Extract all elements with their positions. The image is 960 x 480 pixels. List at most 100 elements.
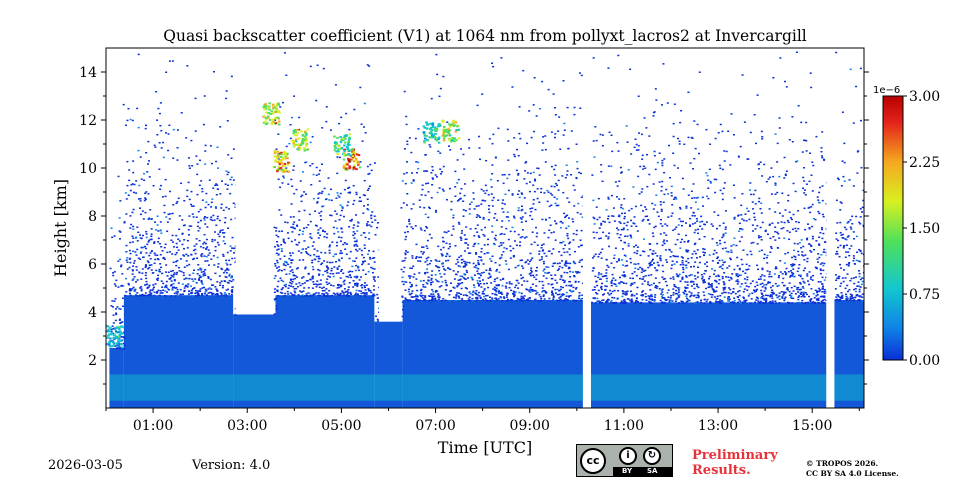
noise-point	[222, 240, 225, 242]
noise-point	[761, 267, 764, 270]
noise-point	[457, 284, 460, 286]
noise-point	[696, 257, 699, 259]
noise-point	[131, 279, 134, 281]
noise-point	[130, 183, 133, 186]
noise-point	[194, 252, 197, 255]
noise-point	[694, 252, 697, 255]
cirrus-point	[431, 122, 435, 125]
noise-point	[225, 259, 228, 262]
noise-point	[822, 215, 825, 218]
noise-point	[717, 274, 720, 277]
noise-point	[234, 314, 237, 316]
noise-point	[672, 122, 675, 125]
cirrus-point	[426, 123, 429, 126]
noise-point	[822, 264, 825, 267]
noise-point	[568, 284, 571, 287]
noise-point	[689, 295, 692, 298]
noise-point	[120, 285, 123, 287]
noise-point	[662, 201, 665, 204]
noise-point	[561, 279, 564, 281]
noise-point	[438, 269, 441, 272]
noise-point	[275, 308, 278, 310]
noise-point	[692, 212, 695, 214]
noise-point	[332, 226, 335, 229]
noise-point	[481, 199, 484, 202]
noise-point	[611, 279, 614, 282]
noise-point	[507, 159, 510, 161]
noise-point	[517, 174, 520, 176]
noise-point	[169, 213, 172, 215]
noise-point	[168, 124, 171, 127]
noise-point	[729, 301, 732, 304]
noise-point	[141, 268, 144, 270]
noise-point	[747, 210, 750, 213]
noise-point	[520, 292, 523, 295]
noise-point	[134, 293, 137, 296]
noise-point	[354, 240, 357, 243]
noise-point	[287, 287, 290, 289]
noise-point	[214, 206, 217, 208]
noise-point	[505, 227, 508, 230]
noise-point	[654, 204, 657, 206]
noise-point	[427, 191, 430, 193]
noise-point	[536, 197, 539, 200]
noise-point	[822, 285, 825, 288]
noise-point	[465, 287, 468, 290]
noise-point	[363, 295, 366, 297]
noise-point	[702, 248, 705, 250]
cirrus-point	[433, 128, 436, 131]
cirrus-point	[296, 148, 299, 151]
noise-point	[421, 184, 424, 186]
noise-point	[630, 237, 633, 239]
noise-point	[311, 135, 314, 138]
noise-point	[625, 260, 628, 262]
noise-point	[570, 299, 573, 302]
noise-point	[622, 274, 625, 277]
noise-point	[697, 295, 700, 297]
noise-point	[861, 296, 864, 299]
cirrus-point	[297, 146, 301, 149]
noise-point	[635, 300, 638, 302]
noise-point	[277, 280, 280, 283]
noise-point	[756, 284, 759, 287]
noise-point	[607, 198, 610, 200]
noise-point	[317, 193, 320, 195]
noise-point	[135, 192, 138, 194]
noise-point	[325, 236, 328, 239]
noise-point	[795, 161, 798, 163]
noise-point	[411, 290, 414, 292]
noise-point	[521, 265, 524, 267]
noise-point	[535, 266, 538, 269]
noise-point	[634, 263, 637, 265]
noise-point	[336, 241, 339, 244]
noise-point	[605, 300, 608, 303]
noise-point	[709, 182, 712, 184]
noise-point	[671, 204, 674, 206]
noise-point	[554, 292, 557, 294]
noise-point	[125, 213, 128, 215]
noise-point	[367, 209, 370, 211]
noise-point	[678, 273, 681, 276]
noise-point	[690, 207, 693, 209]
noise-point	[821, 288, 824, 290]
noise-point	[742, 219, 745, 222]
cirrus-point	[306, 148, 309, 151]
noise-point	[147, 286, 150, 288]
noise-point	[217, 266, 220, 268]
noise-point	[122, 336, 125, 338]
noise-point	[440, 263, 443, 265]
noise-point	[285, 273, 288, 276]
noise-point	[787, 194, 790, 197]
noise-point	[302, 259, 305, 261]
noise-point	[418, 199, 421, 201]
noise-point	[307, 253, 310, 256]
noise-point	[687, 91, 690, 94]
noise-point	[649, 302, 652, 304]
noise-point	[763, 299, 766, 301]
noise-point	[347, 286, 350, 288]
noise-point	[332, 255, 335, 258]
noise-point	[499, 257, 502, 260]
noise-point	[355, 289, 358, 292]
noise-point	[512, 215, 515, 218]
noise-point	[202, 243, 205, 245]
